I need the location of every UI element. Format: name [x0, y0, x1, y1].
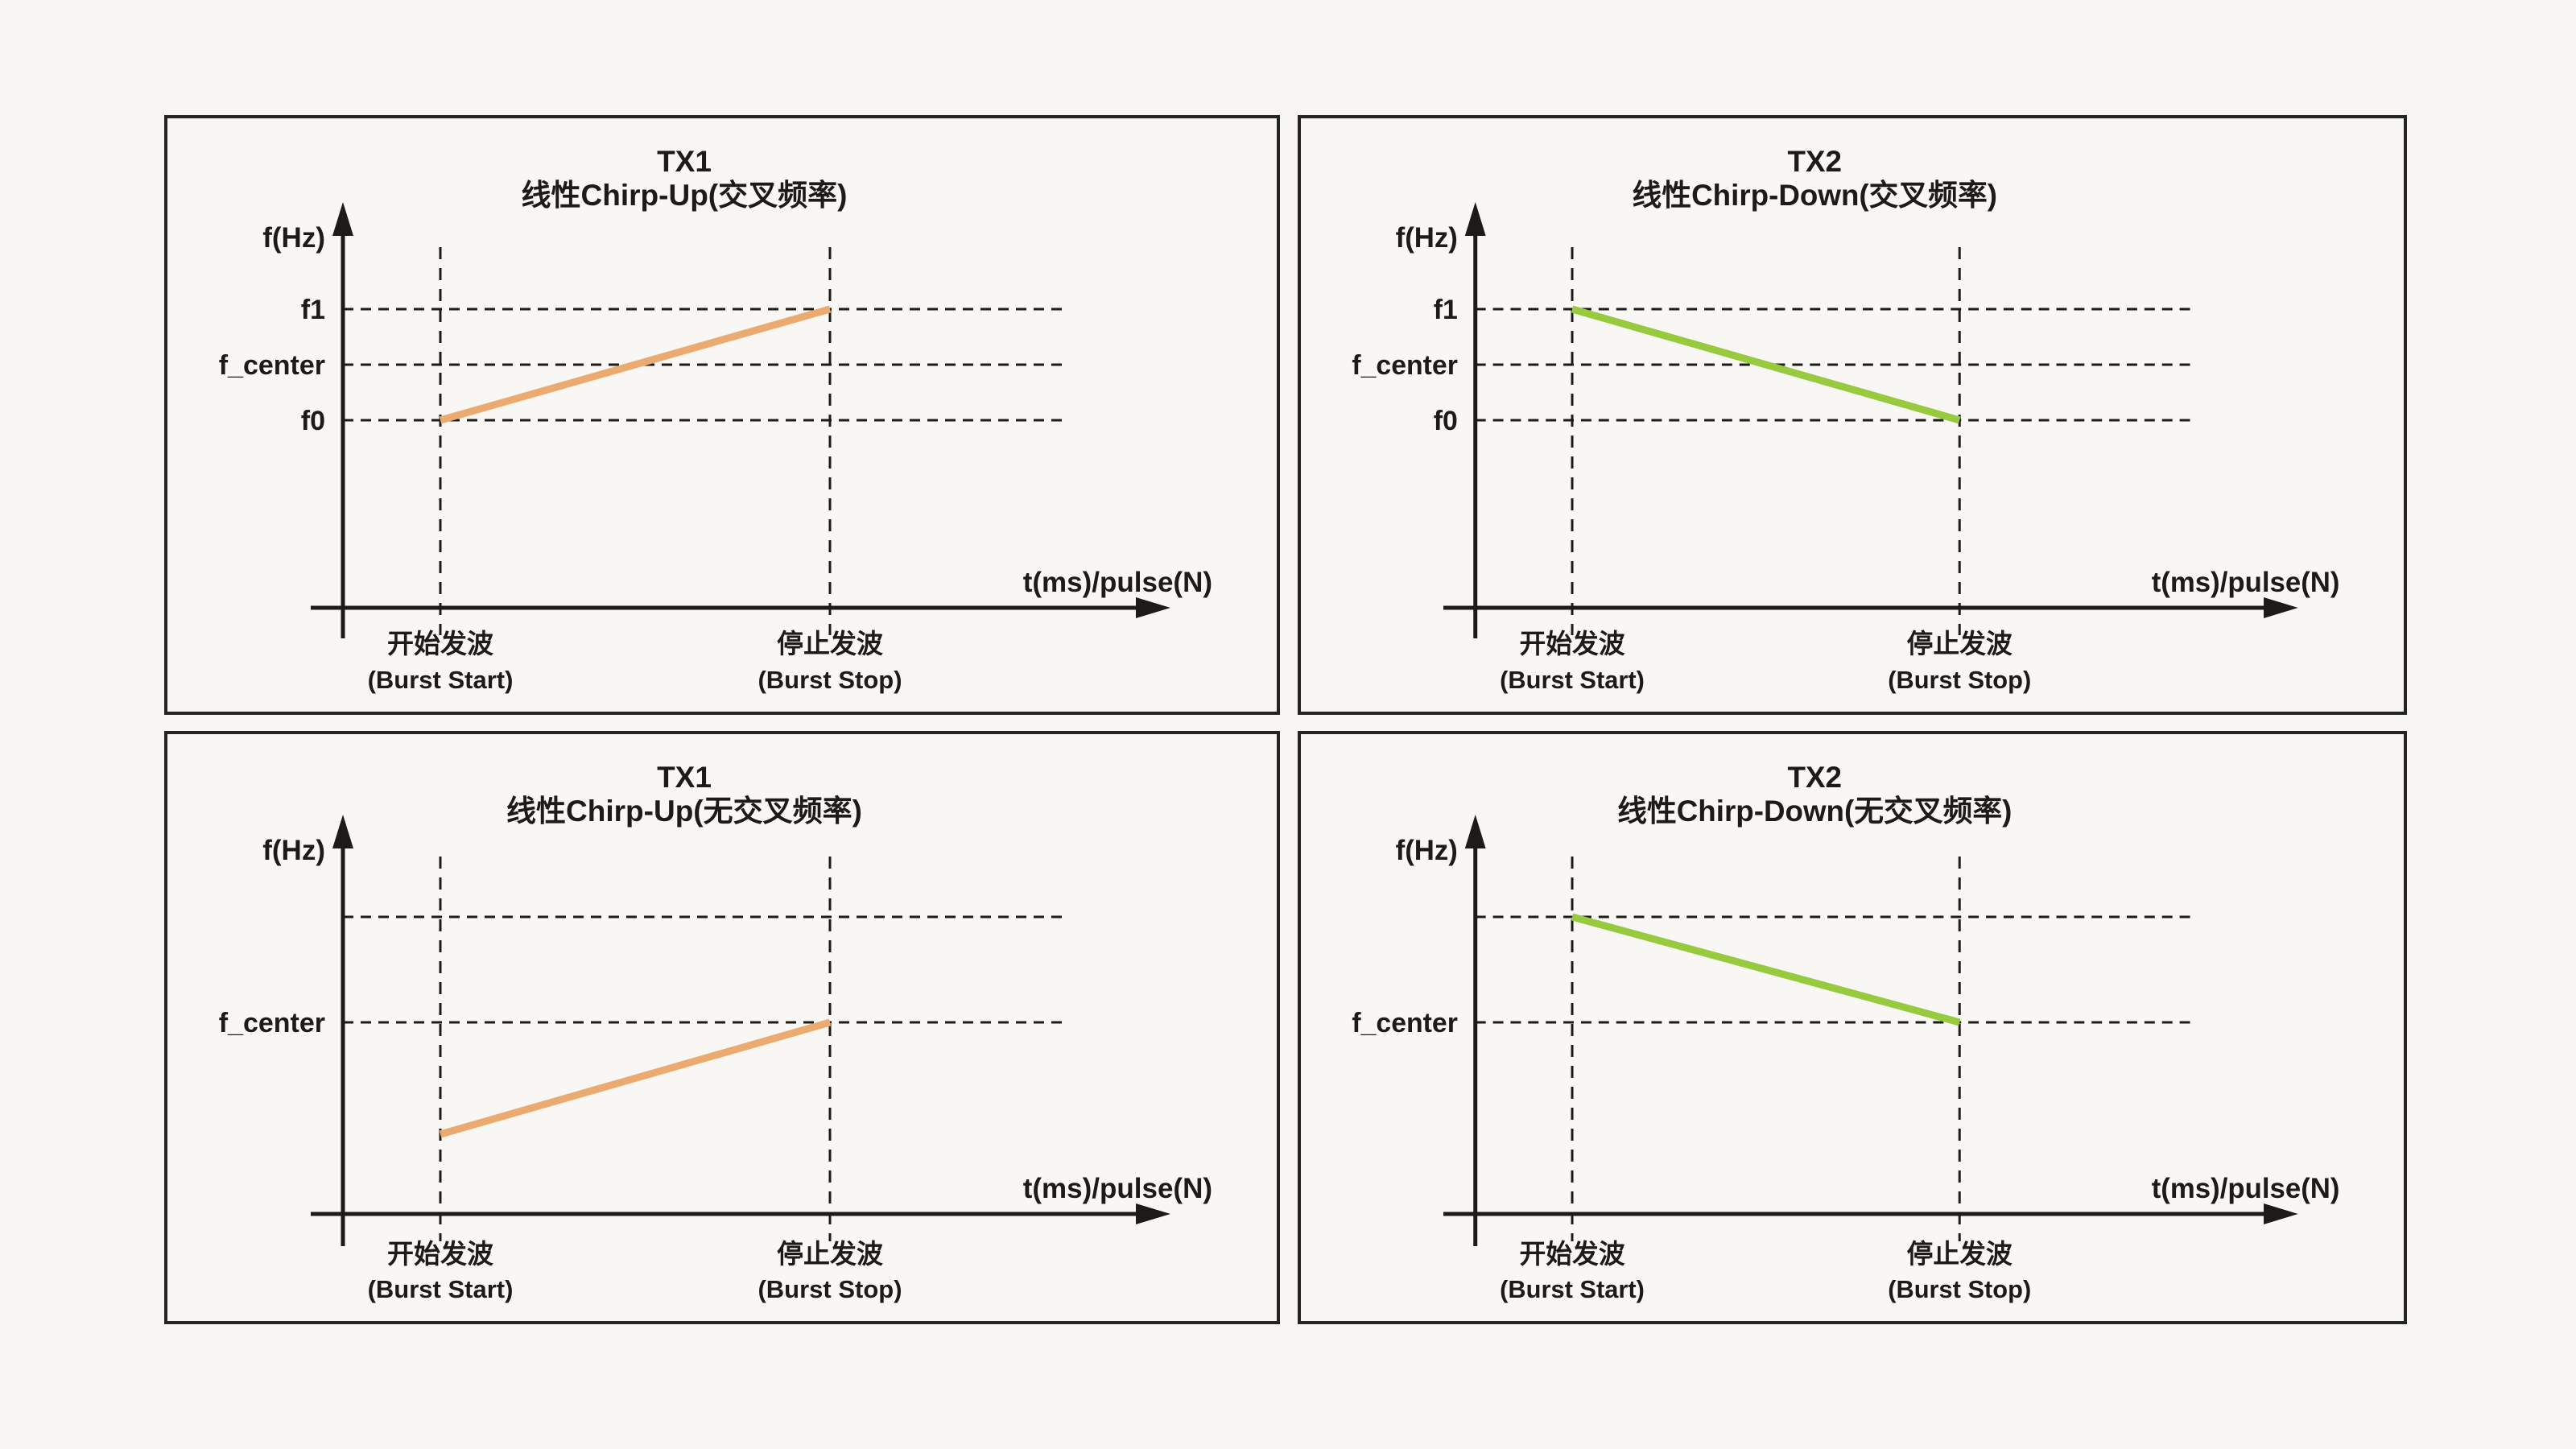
y-axis-label: f(Hz) [1396, 835, 1458, 866]
burst-start-label-en: (Burst Start) [1500, 666, 1645, 694]
panel-title-tx: TX1 [657, 145, 712, 178]
burst-start-label-cn: 开始发波 [387, 629, 493, 658]
f0-label: f0 [301, 406, 325, 436]
chirp-plot-tx2-no-crossing: TX2 线性Chirp-Down(无交叉频率) f(Hz) f_center t… [1352, 761, 2340, 1303]
x-axis-arrow-icon [1136, 1203, 1170, 1224]
f1-label: f1 [301, 295, 325, 325]
panel-title-mode: 线性Chirp-Down(无交叉频率) [1617, 795, 2012, 828]
panel-tx1-crossing: TX1 线性Chirp-Up(交叉频率) f(Hz) f1 f_center f… [164, 115, 1280, 715]
panel-title-mode: 线性Chirp-Up(交叉频率) [522, 178, 848, 212]
burst-stop-label-en: (Burst Stop) [1888, 666, 2031, 694]
x-axis-label: t(ms)/pulse(N) [1023, 567, 1212, 598]
chirp-plot-tx1-no-crossing: TX1 线性Chirp-Up(无交叉频率) f(Hz) f_center t(m… [219, 761, 1212, 1303]
chirp-up-line [439, 305, 832, 424]
burst-stop-label-en: (Burst Stop) [1888, 1275, 2031, 1303]
f-center-label: f_center [219, 1008, 325, 1038]
x-axis-label: t(ms)/pulse(N) [2152, 1173, 2340, 1204]
chirp-up-line [439, 1018, 832, 1138]
x-axis-label: t(ms)/pulse(N) [1023, 1173, 1212, 1204]
panel-tx2-no-crossing: TX2 线性Chirp-Down(无交叉频率) f(Hz) f_center t… [1298, 731, 2407, 1324]
x-axis-arrow-icon [2264, 597, 2298, 618]
panel-tx2-crossing: TX2 线性Chirp-Down(交叉频率) f(Hz) f1 f_center… [1298, 115, 2407, 715]
burst-start-label-cn: 开始发波 [1519, 629, 1624, 658]
burst-start-label-en: (Burst Start) [1500, 1275, 1645, 1303]
burst-stop-label-cn: 停止发波 [1907, 1239, 2013, 1269]
burst-start-label-en: (Burst Start) [368, 1275, 514, 1303]
burst-stop-label-en: (Burst Stop) [758, 666, 902, 694]
x-axis-label: t(ms)/pulse(N) [2152, 567, 2340, 598]
x-axis-arrow-icon [1136, 597, 1170, 618]
x-axis-arrow-icon [2264, 1203, 2298, 1224]
panel-title-tx: TX2 [1788, 761, 1842, 794]
y-axis-label: f(Hz) [1396, 222, 1458, 254]
panel-title-mode: 线性Chirp-Up(无交叉频率) [506, 794, 862, 828]
y-axis-arrow-icon [332, 202, 353, 236]
panel-title-tx: TX2 [1788, 145, 1842, 178]
burst-stop-label-en: (Burst Stop) [758, 1275, 902, 1303]
burst-start-label-cn: 开始发波 [387, 1239, 493, 1269]
burst-stop-label-cn: 停止发波 [777, 1239, 883, 1269]
chirp-plot-tx2-crossing: TX2 线性Chirp-Down(交叉频率) f(Hz) f1 f_center… [1352, 145, 2340, 694]
y-axis-arrow-icon [332, 815, 353, 848]
f1-label: f1 [1434, 295, 1458, 325]
y-axis-arrow-icon [1464, 202, 1486, 236]
f0-label: f0 [1434, 406, 1458, 436]
chirp-plot-tx1-crossing: TX1 线性Chirp-Up(交叉频率) f(Hz) f1 f_center f… [219, 145, 1212, 694]
burst-start-label-cn: 开始发波 [1519, 1239, 1624, 1269]
f-center-label: f_center [219, 350, 325, 381]
chirp-down-line [1571, 305, 1961, 424]
panel-title-mode: 线性Chirp-Down(交叉频率) [1633, 179, 1997, 212]
panel-tx1-no-crossing: TX1 线性Chirp-Up(无交叉频率) f(Hz) f_center t(m… [164, 731, 1280, 1324]
f-center-label: f_center [1352, 350, 1457, 381]
f-center-label: f_center [1352, 1008, 1457, 1038]
burst-stop-label-cn: 停止发波 [1907, 629, 2013, 658]
panel-title-tx: TX1 [657, 761, 712, 794]
burst-stop-label-cn: 停止发波 [777, 629, 883, 658]
burst-start-label-en: (Burst Start) [368, 666, 514, 694]
y-axis-label: f(Hz) [262, 222, 325, 254]
chirp-down-line [1571, 913, 1961, 1026]
y-axis-label: f(Hz) [262, 835, 325, 866]
y-axis-arrow-icon [1464, 815, 1486, 848]
